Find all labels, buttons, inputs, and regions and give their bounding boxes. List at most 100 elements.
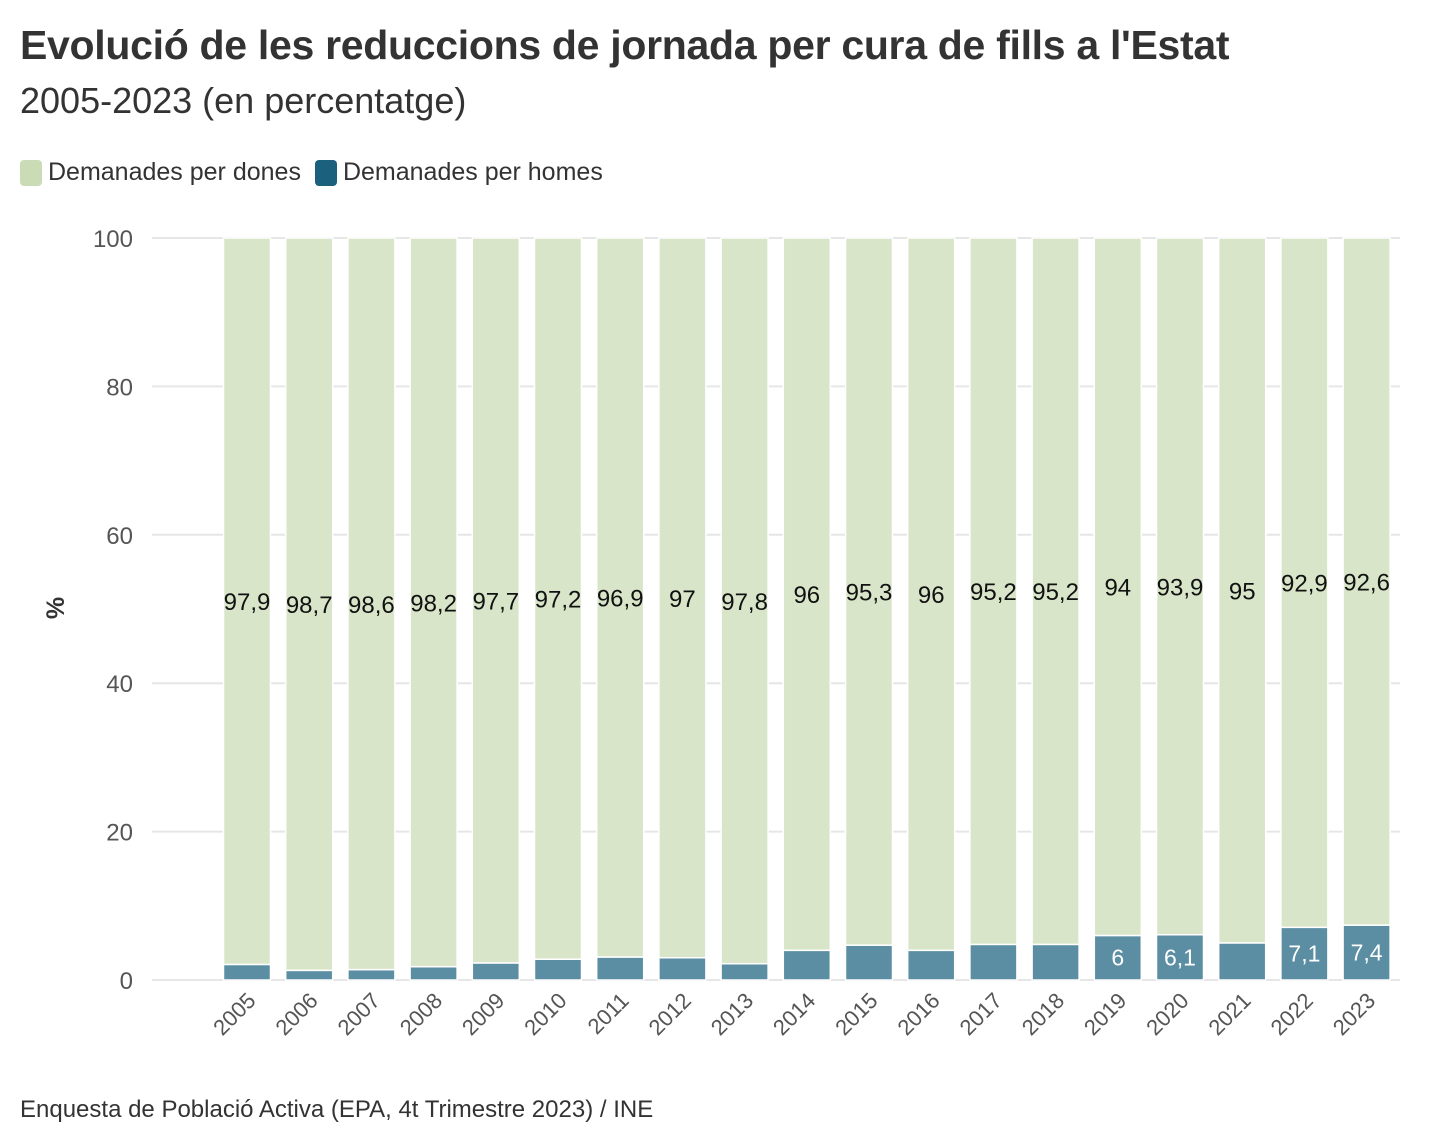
bar-homes-2015[interactable] [844,944,894,981]
bar-homes-2021[interactable] [1217,942,1267,981]
bar-dones-2018[interactable] [1031,237,1080,946]
label-dones-2016: 96 [918,582,945,609]
bar-dones-2012[interactable] [658,237,707,959]
stacked-bar-chart: 0 20 40 60 80 100 97,9 98,7 98,6 98,2 97,7 97,2 96,… [42,226,1400,1040]
bar-dones-2005[interactable] [222,237,272,966]
y-axis-label: % [42,597,70,619]
bar-homes-2012[interactable] [658,956,707,981]
label-dones-2015: 95,3 [846,580,893,607]
label-dones-2013: 97,8 [721,589,768,616]
bar-homes-2007[interactable] [347,968,396,981]
label-dones-2020: 93,9 [1157,574,1204,601]
bars [222,237,1391,981]
bar-homes-2013[interactable] [720,962,769,981]
label-dones-2009: 97,7 [472,588,519,615]
label-dones-2006: 98,7 [286,592,333,619]
data-labels: 97,9 98,7 98,6 98,2 97,7 97,2 96,9 97 97,8 96 95,3… [224,570,1390,971]
bar-homes-2011[interactable] [595,956,645,981]
y-axis: 0 20 40 60 80 100 [93,226,133,995]
bar-homes-2022[interactable] [1280,926,1329,981]
x-tick-label-2019: 2019 [1079,988,1131,1040]
label-dones-2005: 97,9 [224,589,271,616]
x-tick-label-2022: 2022 [1266,988,1318,1040]
bar-homes-2017[interactable] [969,943,1018,981]
bar-homes-2023[interactable] [1342,924,1391,981]
y-tick-label: 40 [106,671,133,698]
bar-homes-2005[interactable] [222,963,272,981]
bar-dones-2020[interactable] [1155,237,1205,936]
label-dones-2021: 95 [1229,578,1256,605]
x-tick-label-2010: 2010 [519,988,571,1040]
bar-dones-2010[interactable] [533,237,583,960]
bar-dones-2016[interactable] [906,237,956,952]
x-tick-label-2023: 2023 [1328,988,1380,1040]
x-tick-label-2009: 2009 [457,988,509,1040]
legend-item-dones[interactable]: Demanades per dones [20,158,301,187]
label-homes-2020: 6,1 [1164,944,1196,970]
bar-homes-2019[interactable] [1093,934,1143,981]
label-homes-2023: 7,4 [1351,940,1383,966]
y-tick-label: 20 [106,820,133,847]
bar-homes-2008[interactable] [409,965,458,981]
bar-dones-2019[interactable] [1093,237,1143,937]
x-tick-label-2013: 2013 [706,988,758,1040]
label-homes-2019: 6 [1111,945,1124,971]
label-dones-2019: 94 [1104,575,1131,602]
bar-dones-2011[interactable] [595,237,645,958]
x-tick-label-2015: 2015 [830,988,882,1040]
legend-label-homes: Demanades per homes [342,158,603,186]
label-dones-2010: 97,2 [535,587,582,614]
legend-swatch-homes [314,159,337,186]
legend-swatch-dones [20,159,42,186]
bar-dones-2021[interactable] [1217,237,1267,944]
bar-homes-2010[interactable] [533,958,583,981]
x-tick-label-2012: 2012 [644,988,696,1040]
label-dones-2008: 98,2 [410,590,457,617]
bar-dones-2009[interactable] [471,237,521,964]
bar-dones-2006[interactable] [284,237,334,972]
bar-dones-2013[interactable] [720,237,769,965]
bar-dones-2014[interactable] [782,237,832,952]
bar-homes-2006[interactable] [284,969,334,981]
label-dones-2018: 95,2 [1032,579,1079,606]
x-axis: 2005 2006 2007 2008 2009 2010 2011 2012 2013 2014… [208,988,1380,1040]
bar-dones-2007[interactable] [347,237,396,971]
label-homes-2022: 7,1 [1288,941,1320,967]
bar-homes-2018[interactable] [1031,943,1080,981]
x-tick-label-2018: 2018 [1017,988,1069,1040]
y-tick-label: 60 [106,523,133,550]
chart-title: Evolució de les reduccions de jornada pe… [20,22,1230,68]
chart-subtitle: 2005-2023 (en percentatge) [20,80,467,121]
x-tick-label-2016: 2016 [892,988,944,1040]
label-dones-2023: 92,6 [1343,570,1390,597]
bar-homes-2014[interactable] [782,949,832,981]
bar-homes-2009[interactable] [471,962,521,981]
gridlines [152,237,1400,981]
y-tick-label: 0 [120,968,133,995]
x-tick-label-2017: 2017 [955,988,1007,1040]
bar-dones-2017[interactable] [969,237,1018,946]
source-note: Enquesta de Població Activa (EPA, 4t Tri… [20,1096,654,1123]
legend: Demanades per dones Demanades per homes [20,158,617,187]
x-tick-label-2021: 2021 [1203,988,1255,1040]
x-tick-label-2014: 2014 [768,988,820,1040]
y-tick-label: 80 [106,374,133,401]
bar-dones-2015[interactable] [844,237,894,946]
x-tick-label-2005: 2005 [208,988,260,1040]
bar-dones-2022[interactable] [1280,237,1329,929]
label-dones-2014: 96 [793,582,820,609]
x-tick-label-2007: 2007 [333,988,385,1040]
label-dones-2012: 97 [669,586,696,613]
label-dones-2011: 96,9 [597,585,644,612]
label-dones-2007: 98,6 [348,592,395,619]
label-dones-2022: 92,9 [1281,571,1328,598]
x-tick-label-2008: 2008 [395,988,447,1040]
bar-dones-2008[interactable] [409,237,458,968]
x-tick-label-2020: 2020 [1141,988,1193,1040]
x-tick-label-2006: 2006 [270,988,322,1040]
legend-item-homes[interactable]: Demanades per homes [314,158,603,187]
x-tick-label-2011: 2011 [583,988,634,1039]
label-dones-2017: 95,2 [970,579,1017,606]
bar-dones-2023[interactable] [1342,237,1391,926]
bar-homes-2016[interactable] [906,949,956,981]
